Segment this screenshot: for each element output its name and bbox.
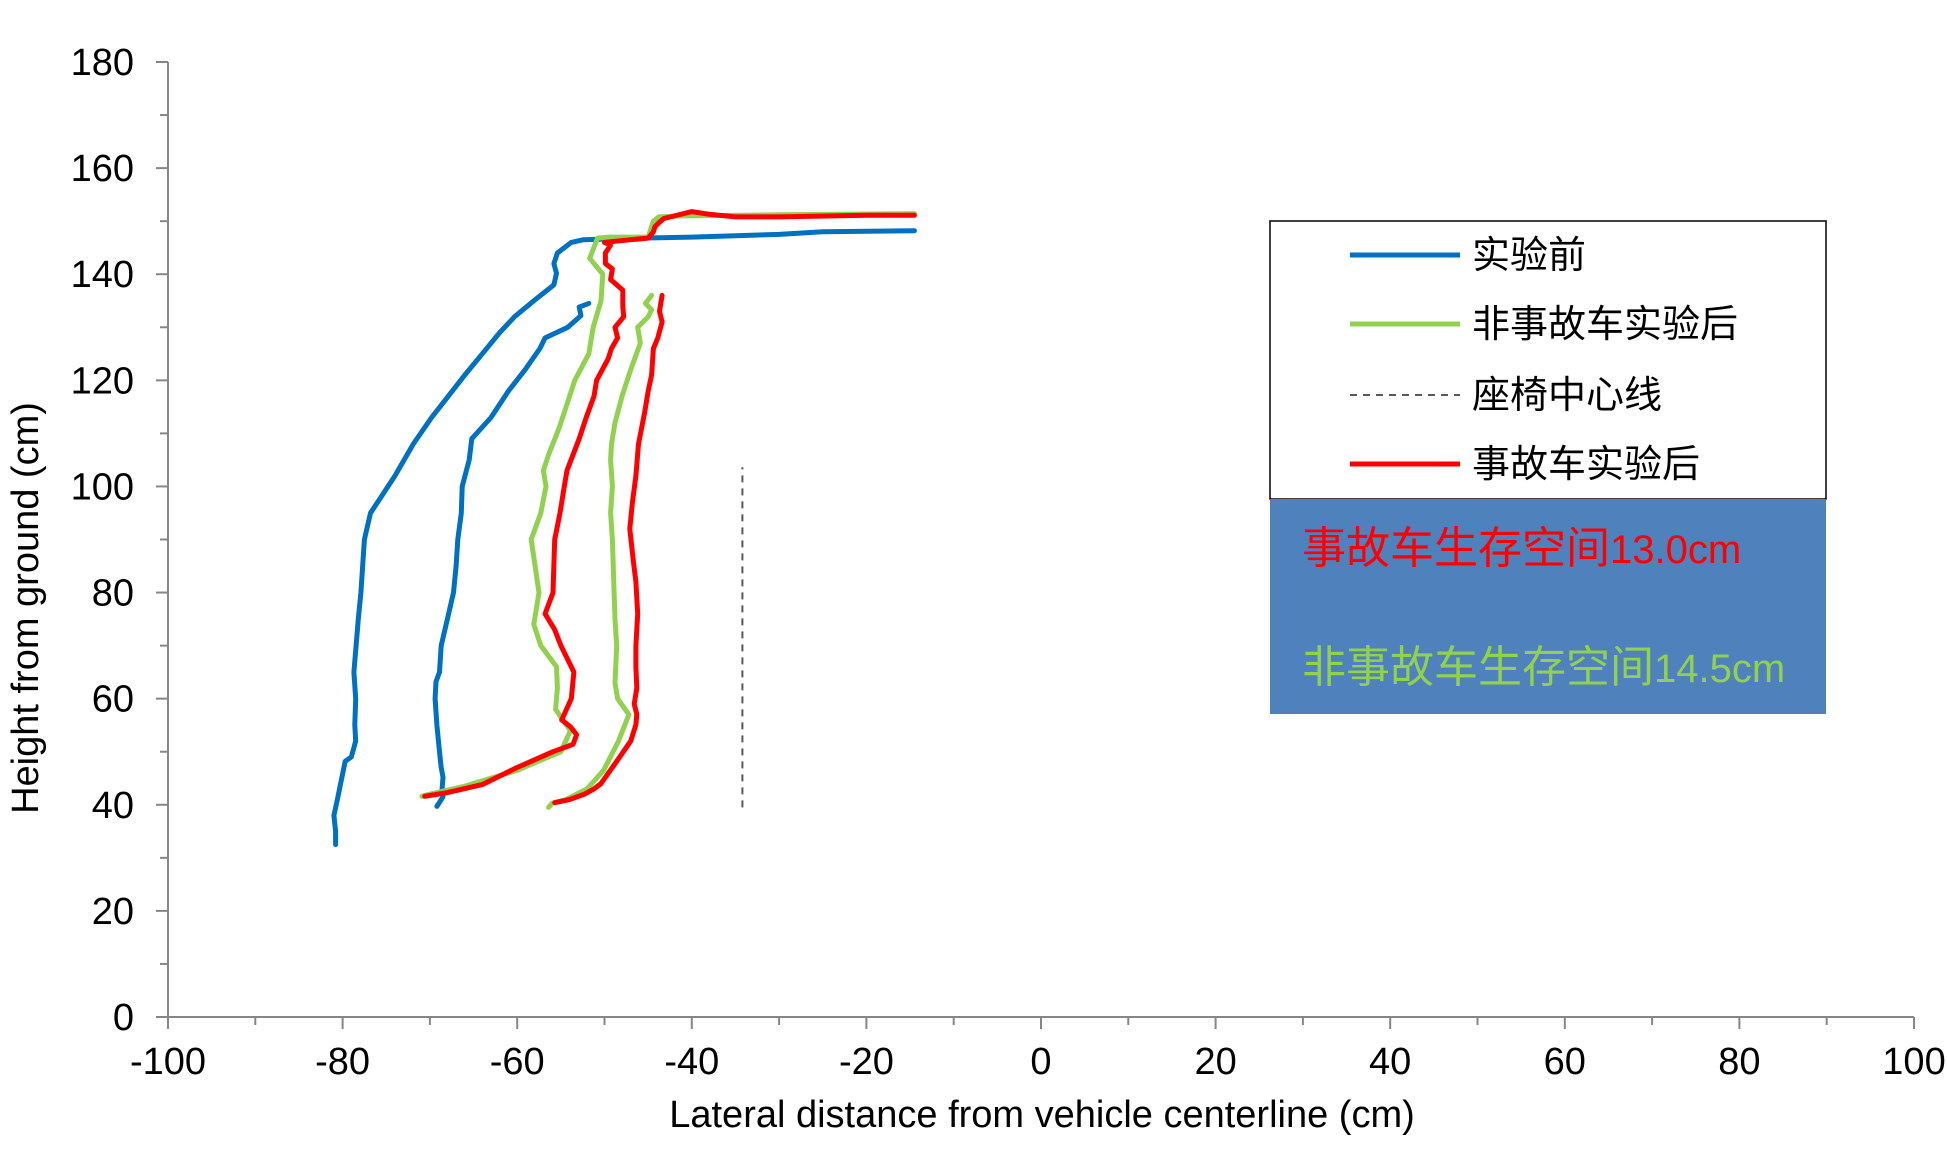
- legend-label-3: 事故车实验后: [1472, 442, 1700, 486]
- x-tick-label: -60: [490, 1041, 545, 1083]
- x-tick-label: -20: [839, 1041, 894, 1083]
- series-line-3-1: [552, 292, 665, 806]
- x-tick-label: -100: [130, 1041, 206, 1083]
- y-tick-label: 20: [92, 891, 134, 933]
- x-tick-label: 40: [1369, 1041, 1411, 1083]
- annotation-line-1: 事故车生存空间13.0cm: [1302, 523, 1741, 574]
- annotation-line-1-label: 事故车生存空间: [1302, 523, 1610, 574]
- y-tick-label: 180: [71, 42, 134, 84]
- series-line-0-1: [432, 300, 592, 809]
- x-tick-label: 60: [1544, 1041, 1586, 1083]
- y-axis-ticks: 0 20 40 60 80 100 120 140 160 180: [71, 42, 168, 1039]
- annotation-line-2: 非事故车生存空间14.5cm: [1302, 642, 1785, 693]
- y-tick-label: 120: [71, 360, 134, 402]
- y-tick-label: 100: [71, 466, 134, 508]
- y-tick-label: 0: [113, 997, 134, 1039]
- legend-label-0: 实验前: [1472, 233, 1586, 277]
- x-tick-label: 80: [1718, 1041, 1760, 1083]
- y-tick-label: 160: [71, 148, 134, 190]
- x-tick-label: 20: [1194, 1041, 1236, 1083]
- series-line-3-0: [422, 209, 917, 799]
- legend-label-2: 座椅中心线: [1472, 373, 1662, 417]
- y-tick-label: 40: [92, 785, 134, 827]
- annotation-line-1-value: 13.0cm: [1610, 528, 1741, 572]
- x-tick-label: -80: [315, 1041, 370, 1083]
- legend-box: [1269, 220, 1827, 500]
- x-tick-label: -40: [664, 1041, 719, 1083]
- annotation-line-2-value: 14.5cm: [1654, 647, 1785, 691]
- annotation-line-2-label: 非事故车生存空间: [1302, 642, 1654, 693]
- series-line-1-0: [419, 211, 917, 799]
- x-axis-ticks: -100 -80 -60 -40 -20 0 20 40 60 80 100: [130, 1017, 1946, 1083]
- y-tick-label: 140: [71, 254, 134, 296]
- y-tick-label: 80: [92, 573, 134, 615]
- series-lines: [331, 209, 917, 848]
- x-tick-label: 100: [1882, 1041, 1945, 1083]
- y-tick-label: 60: [92, 679, 134, 721]
- annotation-box: [1270, 499, 1826, 714]
- x-axis-title: Lateral distance from vehicle centerline…: [669, 1094, 1415, 1136]
- survival-space-annotation: 事故车生存空间13.0cm 非事故车生存空间14.5cm: [1270, 499, 1826, 714]
- legend-label-1: 非事故车实验后: [1472, 302, 1738, 346]
- series-line-1-1: [546, 292, 655, 810]
- y-axis-title: Height from ground (cm): [5, 402, 47, 814]
- series-line-0-0: [331, 228, 917, 848]
- x-tick-label: 0: [1030, 1041, 1051, 1083]
